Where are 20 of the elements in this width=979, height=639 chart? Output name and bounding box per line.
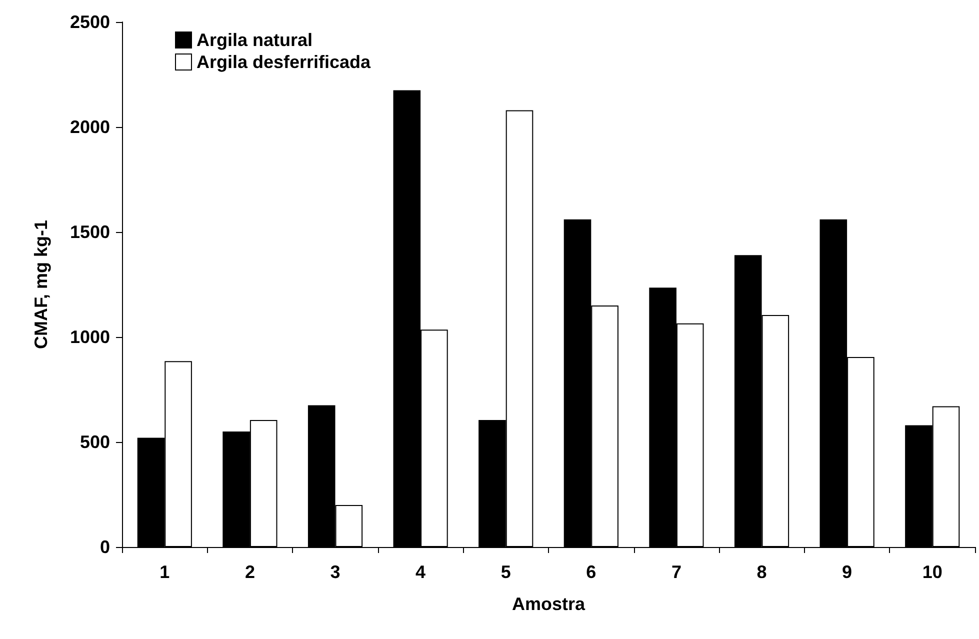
x-tick-label: 1: [160, 562, 170, 582]
legend-label: Argila natural: [196, 30, 313, 50]
x-tick-label: 8: [756, 562, 767, 582]
y-tick-label: 0: [100, 537, 110, 557]
x-tick-label: 5: [500, 562, 511, 582]
y-tick-label: 1500: [70, 222, 110, 242]
y-tick-label: 1000: [70, 327, 110, 347]
y-tick-label: 500: [80, 432, 110, 452]
x-tick-label: 4: [416, 562, 426, 582]
x-axis-title: Amostra: [512, 594, 586, 614]
y-axis-title: CMAF, mg kg-1: [31, 220, 51, 350]
y-tick-label: 2500: [70, 12, 110, 32]
x-tick-label: 9: [842, 562, 852, 582]
x-tick-label: 2: [244, 562, 255, 582]
x-tick-label: 7: [671, 562, 682, 582]
legend-label: Argila desferrificada: [196, 52, 372, 72]
y-tick-label: 2000: [70, 117, 110, 137]
x-tick-label: 6: [586, 562, 596, 582]
x-tick-label: 10: [922, 562, 942, 582]
x-tick-label: 3: [330, 562, 340, 582]
